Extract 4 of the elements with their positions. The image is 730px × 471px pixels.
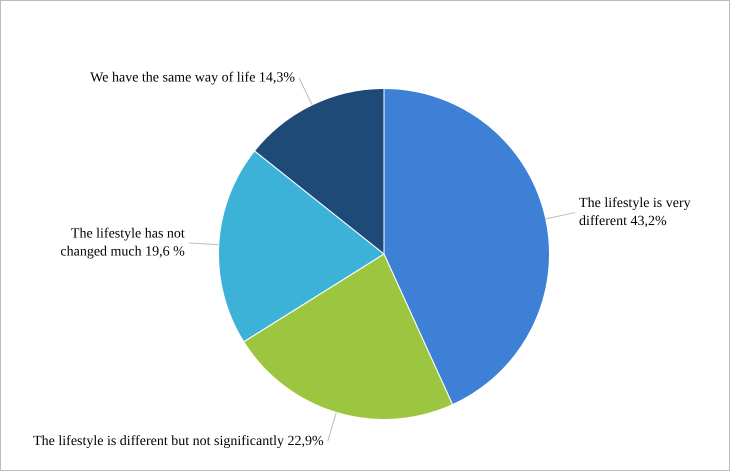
slice-label: The lifestyle is different but not significantly 22,9% <box>33 434 324 449</box>
slice-label: The lifestyle is very different 43,2% <box>579 196 691 230</box>
slice-label: We have the same way of life 14,3% <box>90 70 296 86</box>
slice-label: The lifestyle has not changed much 19,6 % <box>60 226 186 260</box>
